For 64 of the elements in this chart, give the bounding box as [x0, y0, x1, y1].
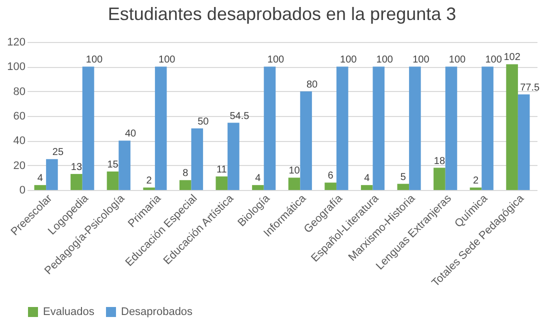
bar	[154, 66, 167, 190]
legend-label: Desaprobados	[121, 306, 194, 318]
data-label: 77.5	[520, 82, 540, 94]
bar	[34, 185, 46, 190]
bar	[445, 66, 458, 190]
bar	[409, 66, 421, 190]
data-label: 11	[216, 164, 228, 176]
bar	[324, 182, 336, 190]
bar	[482, 66, 494, 190]
bar	[264, 66, 276, 190]
bar	[372, 66, 385, 190]
data-label: 100	[376, 54, 394, 66]
bar	[506, 64, 518, 190]
data-label: 100	[412, 54, 430, 66]
data-label: 6	[328, 170, 334, 182]
data-label: 2	[146, 176, 152, 187]
bar	[82, 66, 94, 190]
data-label: 50	[198, 116, 210, 128]
bar	[397, 184, 410, 190]
data-label: 100	[485, 54, 502, 66]
bar	[179, 180, 192, 190]
data-label: 4	[255, 173, 262, 184]
legend-label: Evaluados	[43, 306, 95, 318]
data-label: 100	[267, 54, 285, 66]
bar	[360, 185, 373, 190]
bar	[70, 174, 82, 190]
data-label: 4	[364, 173, 370, 184]
bar	[434, 168, 446, 190]
data-label: 2	[472, 176, 479, 187]
y-tick-label: 100	[7, 61, 26, 74]
y-tick-label: 60	[13, 110, 26, 122]
y-tick-label: 120	[7, 36, 26, 48]
data-label: 40	[124, 128, 137, 140]
bar	[216, 176, 228, 190]
y-tick-label: 40	[13, 135, 26, 148]
data-label: 54.5	[230, 110, 250, 122]
bar	[300, 91, 312, 190]
data-label: 15	[107, 160, 119, 170]
data-label: 100	[340, 54, 358, 66]
data-label: 10	[288, 166, 300, 177]
data-label: 5	[400, 172, 406, 183]
data-label: 25	[52, 147, 64, 158]
y-tick-label: 20	[13, 160, 26, 172]
data-label: 18	[434, 156, 446, 167]
bar	[106, 172, 119, 190]
data-label: 100	[448, 54, 466, 66]
bar	[46, 159, 58, 190]
data-label: 4	[37, 173, 44, 184]
chart-title: Estudiantes desaprobados en la pregunta 3	[108, 4, 456, 24]
bar	[118, 140, 130, 190]
data-label: 102	[504, 52, 521, 64]
bar	[518, 94, 530, 190]
bar	[288, 178, 300, 190]
bar	[252, 185, 264, 190]
bar	[228, 122, 240, 190]
data-label: 100	[158, 54, 176, 66]
data-label: 100	[86, 54, 104, 66]
data-label: 13	[70, 162, 82, 173]
bar	[191, 128, 204, 190]
data-label: 80	[306, 79, 318, 90]
data-label: 8	[182, 168, 189, 180]
bar	[336, 66, 348, 190]
y-tick-label: 80	[13, 86, 26, 98]
y-tick-label: 0	[19, 184, 26, 196]
